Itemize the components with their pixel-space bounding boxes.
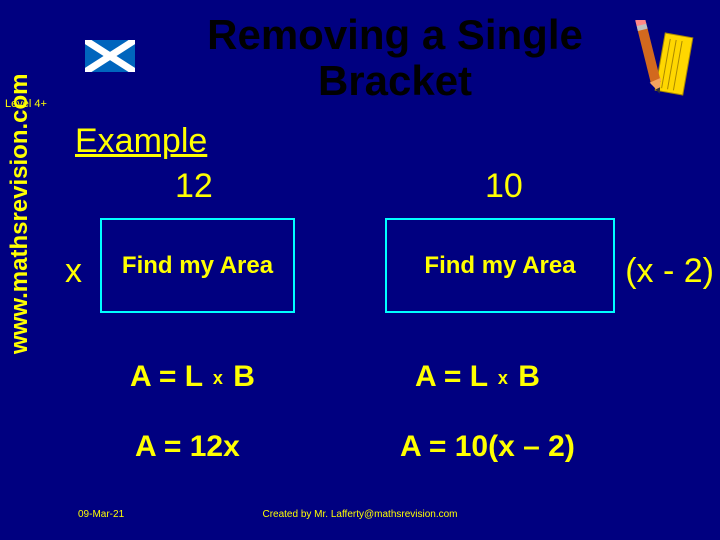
flag-icon [85,40,135,72]
right-width-label: 10 [485,167,523,206]
left-area-box: Find my Area [100,218,295,313]
right-area-box: Find my Area [385,218,615,313]
sidebar-url: www.mathsrevision.com [6,73,34,354]
right-box-text: Find my Area [424,252,575,280]
slide-title: Removing a Single Bracket [185,12,605,104]
right-formula-result: A = 10(x – 2) [400,430,575,464]
left-box-text: Find my Area [122,252,273,280]
left-formula-result: A = 12x [135,430,240,464]
right-height-label: (x - 2) [625,252,714,291]
left-formula-lxb: A = L x B [130,360,255,394]
left-height-label: x [65,252,82,291]
right-formula-lxb: A = L x B [415,360,540,394]
credit-label: Created by Mr. Lafferty@mathsrevision.co… [0,509,720,520]
left-width-label: 12 [175,167,213,206]
example-heading: Example [75,122,207,161]
stationery-icon [620,20,705,105]
